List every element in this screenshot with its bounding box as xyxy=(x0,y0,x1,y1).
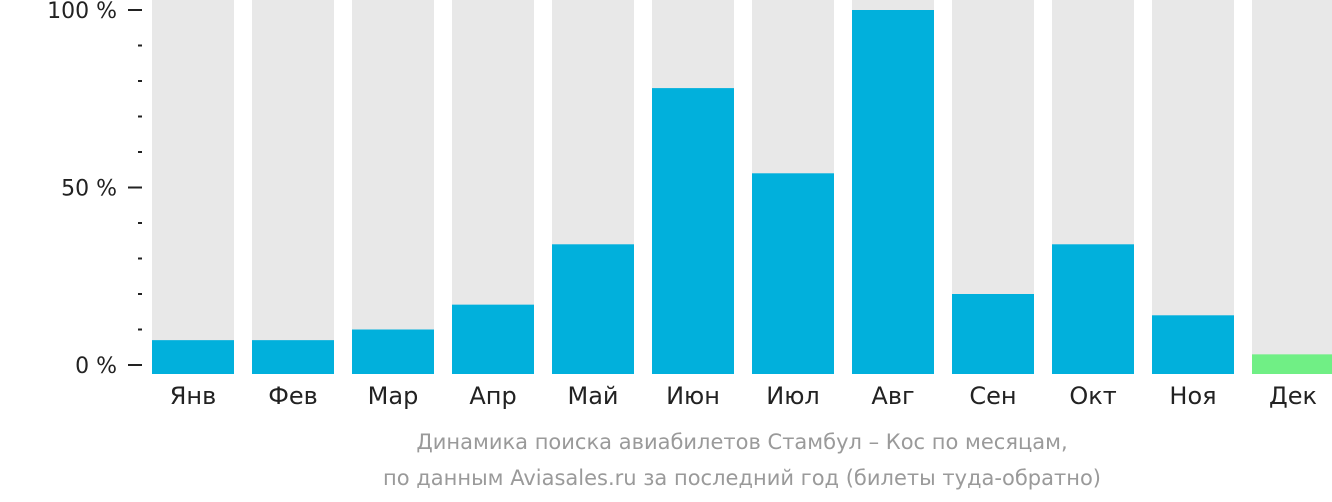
bar-track-3 xyxy=(352,0,434,374)
x-tick-label: Авг xyxy=(871,382,914,410)
bar-track-1 xyxy=(152,0,234,374)
x-tick-label: Дек xyxy=(1269,382,1317,410)
bar-5 xyxy=(552,244,634,374)
chart-caption-line-2: по данным Aviasales.ru за последний год … xyxy=(383,466,1101,490)
bar-10 xyxy=(1052,244,1134,374)
bar-6 xyxy=(652,88,734,374)
y-tick-label: 100 % xyxy=(47,0,117,24)
bar-4 xyxy=(452,304,534,374)
bar-8 xyxy=(852,10,934,374)
bar-chart: 0 % 50 % 100 % Янв Фев Мар Апр Май Июн Июл Авг Сен… xyxy=(47,0,1332,410)
x-tick-label: Окт xyxy=(1069,382,1116,410)
bar-1 xyxy=(152,340,234,374)
x-tick-label: Фев xyxy=(268,382,318,410)
y-tick-label: 0 % xyxy=(75,354,117,379)
bar-7 xyxy=(752,173,834,374)
bar-9 xyxy=(952,294,1034,374)
x-tick-label: Сен xyxy=(969,382,1016,410)
x-tick-label: Янв xyxy=(170,382,217,410)
bars xyxy=(152,10,1332,374)
x-tick-label: Мар xyxy=(368,382,419,410)
bar-track-2 xyxy=(252,0,334,374)
x-tick-label: Апр xyxy=(469,382,516,410)
bar-2 xyxy=(252,340,334,374)
x-axis-labels: Янв Фев Мар Апр Май Июн Июл Авг Сен Окт Ноя Дек xyxy=(170,382,1317,410)
chart-caption-line-1: Динамика поиска авиабилетов Стамбул – Ко… xyxy=(416,430,1068,454)
x-tick-label: Май xyxy=(567,382,618,410)
bar-track-12 xyxy=(1252,0,1332,374)
y-axis: 0 % 50 % 100 % xyxy=(47,0,142,379)
x-tick-label: Июл xyxy=(766,382,820,410)
bar-3 xyxy=(352,329,434,374)
x-tick-label: Июн xyxy=(666,382,720,410)
bar-11 xyxy=(1152,315,1234,374)
y-tick-label: 50 % xyxy=(61,177,117,202)
bar-track-11 xyxy=(1152,0,1234,374)
bar-12 xyxy=(1252,354,1332,374)
x-tick-label: Ноя xyxy=(1169,382,1216,410)
